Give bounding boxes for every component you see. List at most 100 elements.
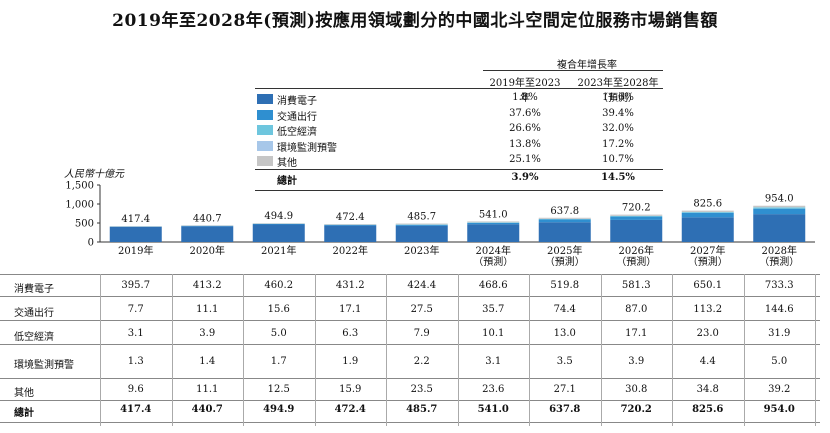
bar-segment [467,224,520,242]
table-cell: 3.1 [485,356,502,367]
table-cell: 34.8 [696,384,719,395]
table-cell: 11.1 [196,384,219,395]
table-cell: 1.4 [199,356,216,367]
table-column-divider [600,274,602,426]
table-cell: 3.9 [628,356,645,367]
cagr-value-a: 1.8% [512,92,538,103]
y-tick-label: 0 [88,238,94,249]
x-tick-label: 2027年 [690,244,725,257]
cagr-total-a: 3.9% [511,172,539,183]
table-cell: 954.0 [763,404,795,415]
legend-label: 低空經濟 [277,127,317,138]
bar-segment [181,226,234,242]
table-cell: 74.4 [553,304,576,315]
y-tick-label: 1,000 [65,200,94,211]
table-cell: 431.2 [335,280,365,291]
legend-label: 消費電子 [277,96,317,107]
table-cell: 10.1 [482,328,505,339]
table-cell: 4.4 [699,356,716,367]
table-cell: 650.1 [693,280,723,291]
table-column-divider [529,274,530,426]
table-cell: 1.7 [270,356,287,367]
table-cell: 27.1 [553,384,576,395]
x-tick-label: 2024年 [476,244,511,257]
bar-total-label: 541.0 [479,209,508,220]
bar-segment [753,207,806,209]
table-rule [0,320,820,321]
legend-swatch [257,140,273,151]
table-column-divider [100,274,101,426]
bar-total-label: 494.9 [264,211,293,222]
bar-total-label: 417.4 [121,214,150,225]
bar-segment [610,214,663,216]
table-rule [0,422,820,423]
table-cell: 11.1 [196,304,219,315]
cagr-total-row: 總計 3.9% 14.5% [255,172,663,187]
x-tick-label: 2026年 [619,244,654,257]
table-cell: 395.7 [121,280,151,291]
cagr-row: 消費電子 1.8% 11.6% [255,92,663,107]
bar-total-label: 472.4 [336,212,365,223]
legend-swatch [257,125,273,135]
table-cell: 5.0 [270,328,287,339]
y-tick-label: 1,500 [65,181,94,192]
bar-segment [753,205,806,208]
table-cell: 541.0 [477,404,509,415]
cagr-row: 交通出行 37.6% 39.4% [255,107,663,123]
table-cell: 1.3 [127,356,144,367]
table-cell: 23.0 [696,328,719,339]
bar-segment [538,222,591,242]
legend-label: 環境監測預警 [277,142,337,154]
bar-segment [538,217,591,219]
table-rule [0,274,820,275]
cagr-value-a: 37.6% [509,107,541,119]
table-cell: 494.9 [263,404,295,415]
stacked-bar-chart: 0 500 1,000 1,500 417.4 2019年 440.7 2020年 494.9 2… [65,181,815,268]
table-cell: 113.2 [693,304,723,315]
x-tick-label: （預測） [545,255,585,268]
table-cell: 7.9 [413,328,430,339]
cagr-header: 複合年增長率 [557,60,617,71]
table-rule [0,378,820,379]
table-cell: 6.3 [342,328,359,339]
table-cell: 144.6 [764,304,794,315]
bar-total-label: 637.8 [550,206,579,217]
table-cell: 472.4 [334,404,366,415]
table-cell: 485.7 [406,404,438,415]
table-row-label: 低空經濟 [14,332,54,343]
table-cell: 519.8 [550,280,580,291]
bar-segment [467,222,520,225]
legend-swatch [257,109,273,120]
table-cell: 3.9 [199,328,216,339]
x-tick-label: 2019年 [118,244,153,257]
bar-segment [467,221,520,223]
table-cell: 637.8 [549,404,581,415]
cagr-value-b: 32.0% [602,123,634,134]
table-cell: 424.4 [407,280,437,291]
x-tick-label: （預測） [473,255,513,268]
table-cell: 23.5 [410,384,433,395]
table-cell: 7.7 [127,304,144,315]
table-cell: 417.4 [120,404,152,415]
table-cell: 30.8 [625,384,648,395]
table-cell: 23.6 [482,384,505,395]
table-cell: 87.0 [625,304,648,315]
table-cell: 12.5 [267,384,290,395]
x-tick-label: 2028年 [762,244,797,257]
cagr-total-label: 總計 [277,176,297,187]
table-cell: 5.0 [771,356,788,367]
table-column-divider [815,274,816,426]
cagr-row: 低空經濟 26.6% 32.0% [255,123,663,138]
table-rule [0,344,820,345]
table-column-divider [672,274,673,426]
bar-segment [252,224,305,242]
x-tick-label: 2025年 [547,244,582,257]
bar-segment [395,225,448,242]
table-cell: 39.2 [768,384,791,395]
cagr-col-b: 2023年至2028年（預測） [577,78,659,104]
table-cell: 15.6 [267,304,290,315]
bar-total-label: 954.0 [765,194,794,205]
bar-total-label: 825.6 [693,199,722,210]
table-cell: 581.3 [621,280,651,291]
bar-segment [324,224,377,226]
